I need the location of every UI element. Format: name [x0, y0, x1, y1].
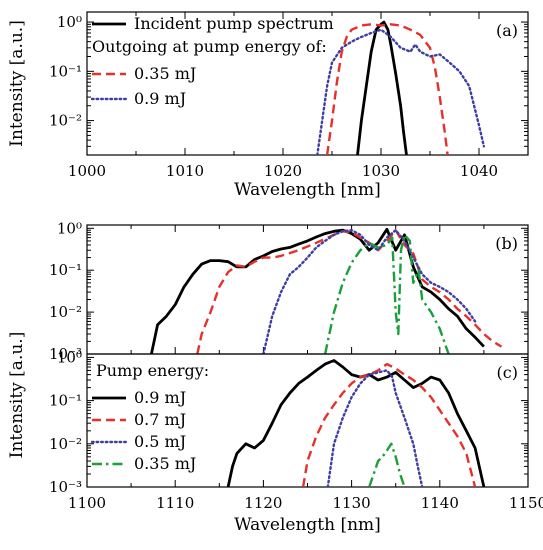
y-tick-label: 10⁻²: [49, 112, 82, 130]
legend-entry-label: 0.9 mJ: [134, 89, 186, 108]
series-line-b-0-5-mj: [262, 229, 477, 354]
x-tick-label: 1000: [68, 162, 106, 180]
y-tick-label: 10⁻¹: [49, 392, 82, 410]
legend-entry-label: 0.35 mJ: [134, 454, 196, 473]
series-line-a-incident-pump-spectrum: [356, 20, 408, 155]
series-line-c-0-5-mj: [326, 369, 424, 487]
panel-label-c: (c): [497, 363, 518, 382]
series-line-b-0-7-mj: [196, 229, 503, 354]
panel-c: 10⁻³ 10⁻² 10⁻¹ 10⁰ 1100 1110 1120 1130 1140 1150 W…: [7, 332, 543, 535]
series-group-c: [226, 359, 486, 487]
x-tick-label: 1100: [68, 494, 106, 512]
legend-entry-label: 0.35 mJ: [134, 64, 196, 83]
x-tick-label: 1130: [333, 494, 371, 512]
x-tick-label: 1040: [460, 162, 498, 180]
y-axis-label: Intensity [a.u.]: [7, 20, 27, 147]
series-line-c-0-7-mj: [301, 362, 477, 487]
y-tick-label: 10⁰: [57, 219, 82, 237]
legend-entry-label: Incident pump spectrum: [134, 14, 334, 33]
x-tick-label: 1120: [244, 494, 282, 512]
y-tick-label: 10⁻³: [49, 345, 82, 363]
panel-label-b: (b): [495, 234, 518, 253]
legend-header: Pump energy:: [96, 361, 209, 380]
series-group-a: [316, 20, 486, 155]
x-tick-label: 1020: [264, 162, 302, 180]
x-axis-b: [86, 225, 529, 354]
panel-a: 10⁻² 10⁻¹ 10⁰ 1000 1010 1020 1030 1040 Wavelengt…: [7, 11, 529, 200]
legend-entry-label: 0.9 mJ: [134, 388, 186, 407]
x-tick-label: 1140: [421, 494, 459, 512]
series-line-a-0-9-mj: [316, 28, 486, 155]
series-line-b-0-35-mj: [323, 233, 450, 354]
series-line-c-0-9-mj: [226, 359, 486, 487]
legend-c: Pump energy: 0.9 mJ 0.7 mJ 0.5 mJ 0.35 mJ: [90, 361, 209, 473]
legend-entry-label: 0.7 mJ: [134, 410, 186, 429]
x-axis-label: Wavelength [nm]: [234, 515, 381, 535]
series-group-b: [150, 227, 503, 354]
y-axis-c: 10⁻³ 10⁻² 10⁻¹ 10⁰: [49, 348, 528, 496]
series-line-b-0-9-mj: [150, 227, 485, 354]
panel-label-a: (a): [496, 21, 518, 40]
legend-a: Incident pump spectrum Outgoing at pump e…: [90, 14, 334, 108]
y-tick-label: 10⁰: [57, 348, 82, 366]
x-axis-a: 1000 1010 1020 1030 1040: [68, 12, 529, 180]
plot-frame-a: [86, 11, 529, 156]
y-tick-label: 10⁻¹: [49, 62, 82, 80]
plot-frame-b: [86, 224, 529, 355]
x-tick-label: 1010: [166, 162, 204, 180]
x-tick-label: 1110: [156, 494, 194, 512]
x-axis-c: 1100 1110 1120 1130 1140 1150: [68, 480, 543, 512]
y-tick-label: 10⁻³: [49, 478, 82, 496]
y-tick-label: 10⁻¹: [49, 261, 82, 279]
y-tick-label: 10⁰: [57, 13, 82, 31]
series-line-a-0-35-mj: [325, 23, 449, 155]
y-axis-label: Intensity [a.u.]: [7, 332, 27, 459]
legend-header: Outgoing at pump energy of:: [92, 37, 327, 56]
x-axis-label: Wavelength [nm]: [234, 180, 381, 200]
series-line-c-0-35-mj: [368, 442, 406, 487]
y-axis-b: 10⁻³ 10⁻² 10⁻¹ 10⁰: [49, 219, 528, 363]
y-tick-label: 10⁻²: [49, 435, 82, 453]
x-tick-label: 1030: [362, 162, 400, 180]
y-axis-a: 10⁻² 10⁻¹ 10⁰: [49, 13, 528, 156]
legend-entry-label: 0.5 mJ: [134, 432, 186, 451]
panel-b: 10⁻³ 10⁻² 10⁻¹ 10⁰ (b): [49, 219, 529, 363]
y-tick-label: 10⁻²: [49, 303, 82, 321]
x-tick-label: 1150: [509, 494, 543, 512]
